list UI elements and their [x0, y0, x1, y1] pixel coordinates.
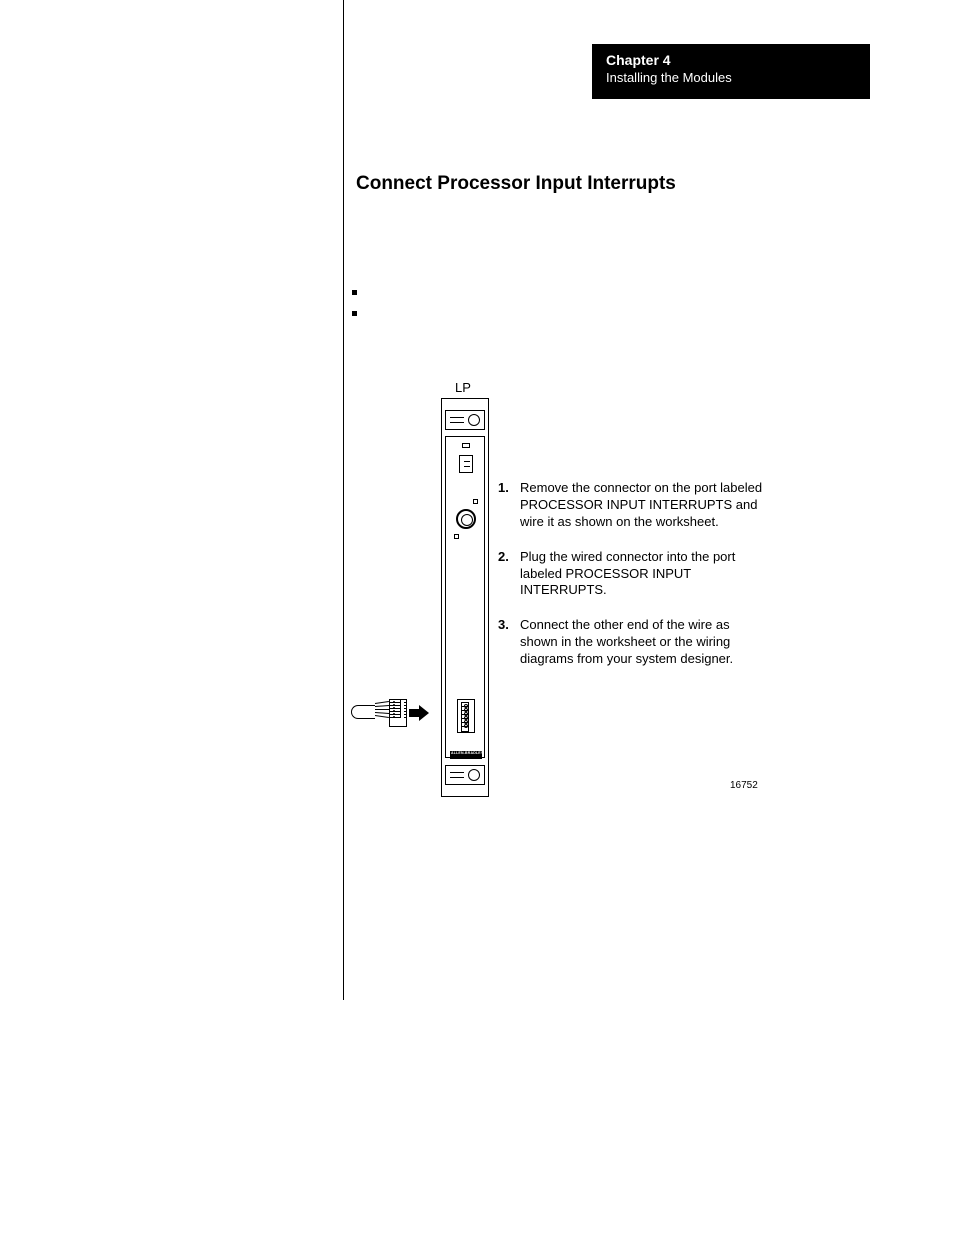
chapter-number: Chapter 4 — [606, 52, 856, 68]
chapter-banner: Chapter 4 Installing the Modules — [592, 44, 870, 99]
terminal-port — [457, 699, 475, 733]
connector-plug-diagram — [351, 699, 436, 727]
brand-label: ALLEN-BRADLEY — [451, 751, 483, 755]
module-label: LP — [455, 380, 471, 395]
figure-number: 16752 — [730, 780, 758, 791]
step-number: 1. — [498, 480, 509, 497]
module-body: ALLEN-BRADLEY — [445, 436, 485, 758]
bullet-icon — [352, 290, 357, 295]
step-item: 1. Remove the connector on the port labe… — [498, 480, 768, 531]
bullet-markers — [352, 290, 357, 332]
step-item: 2. Plug the wired connector into the por… — [498, 549, 768, 600]
step-item: 3. Connect the other end of the wire as … — [498, 617, 768, 668]
wires-icon — [375, 703, 389, 718]
step-text: Connect the other end of the wire as sho… — [520, 617, 733, 666]
section-heading: Connect Processor Input Interrupts — [356, 173, 676, 195]
plug-connector-icon — [389, 699, 407, 727]
step-text: Remove the connector on the port labeled… — [520, 480, 762, 529]
step-text: Plug the wired connector into the port l… — [520, 549, 735, 598]
mini-port-icon — [459, 455, 473, 473]
step-number: 2. — [498, 549, 509, 566]
module-bottom-mount — [445, 765, 485, 785]
module-diagram: ALLEN-BRADLEY — [441, 398, 489, 797]
module-top-mount — [445, 410, 485, 430]
vertical-rule — [343, 0, 344, 1000]
instruction-steps: 1. Remove the connector on the port labe… — [498, 480, 768, 686]
led-icon — [462, 443, 470, 448]
step-number: 3. — [498, 617, 509, 634]
chapter-subtitle: Installing the Modules — [606, 70, 856, 85]
cable-icon — [351, 705, 375, 719]
bullet-icon — [352, 311, 357, 316]
selector-knob — [454, 499, 478, 539]
